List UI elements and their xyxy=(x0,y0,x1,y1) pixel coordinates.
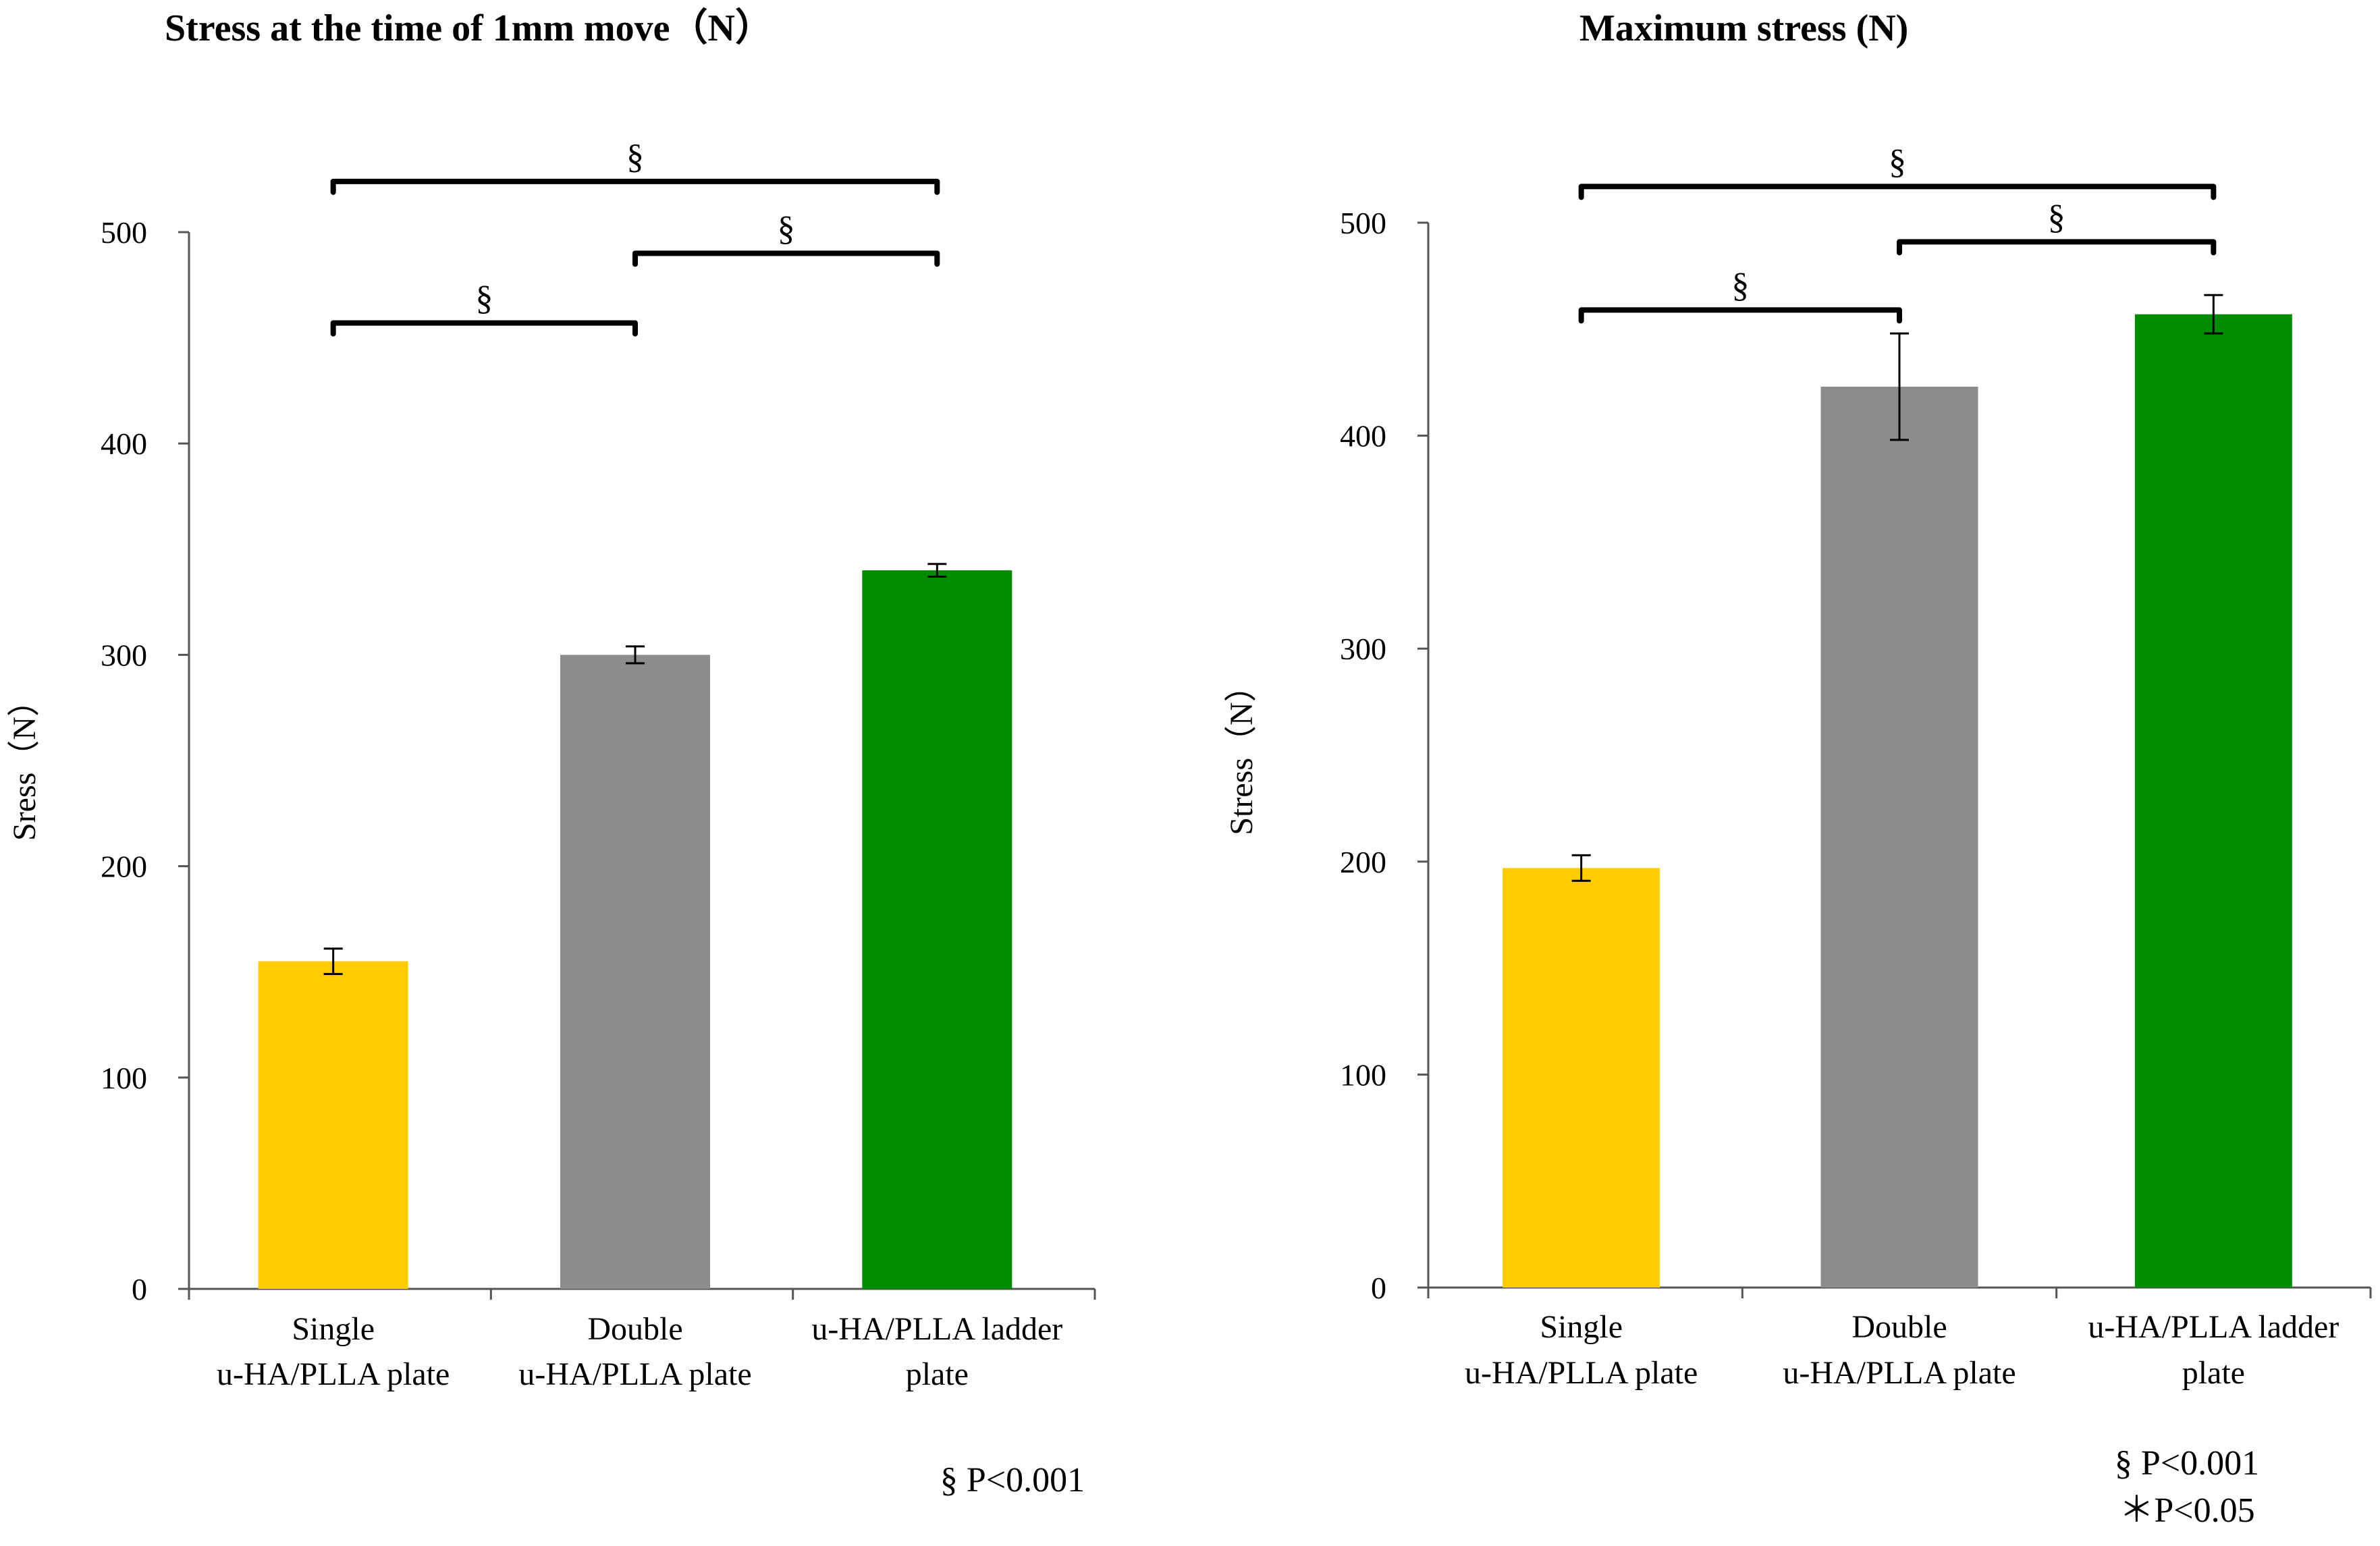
significance-bracket xyxy=(1897,239,2217,256)
chart-stress-1mm: Stress at the time of 1mm move（N） Sress（N… xyxy=(7,7,1096,1499)
x-tick-label: Double xyxy=(1851,1309,1947,1345)
significance-bracket xyxy=(330,178,940,195)
p-value-note: ＊P<0.05 xyxy=(2119,1491,2254,1530)
y-tick-label: 0 xyxy=(1371,1271,1386,1305)
x-tick-label: u-HA/PLLA plate xyxy=(217,1356,450,1392)
x-tick-label: Double xyxy=(587,1311,682,1347)
bar xyxy=(258,961,408,1289)
significance-label: § xyxy=(2048,198,2065,236)
bar xyxy=(862,570,1012,1289)
significance-label: § xyxy=(1889,142,1906,181)
y-axis-label: Sress（N） xyxy=(7,684,43,841)
chart-maximum-stress: Maximum stress (N) Stress（N） 0 100 200 300 400… xyxy=(1224,7,2372,1530)
x-tick-label: u-HA/PLLA plate xyxy=(518,1356,751,1392)
significance-bracket xyxy=(330,320,638,337)
y-tick-label: 100 xyxy=(1340,1057,1386,1092)
x-tick-label: plate xyxy=(2182,1355,2245,1391)
y-tick-label: 100 xyxy=(101,1061,147,1095)
bar xyxy=(1820,387,1978,1288)
y-tick-label: 200 xyxy=(1340,845,1386,879)
y-tick-label: 500 xyxy=(101,215,147,250)
x-tick-label: Single xyxy=(292,1311,375,1347)
p-value-note: § P<0.001 xyxy=(2115,1444,2259,1483)
significance-bracket xyxy=(632,250,940,267)
bar xyxy=(560,655,710,1289)
chart-title: Stress at the time of 1mm move（N） xyxy=(165,7,773,49)
y-tick-label: 0 xyxy=(132,1272,147,1306)
x-tick-label: u-HA/PLLA plate xyxy=(1465,1355,1698,1391)
significance-bracket xyxy=(1578,184,2217,200)
chart-title: Maximum stress (N) xyxy=(1579,7,1908,49)
x-tick-label: Single xyxy=(1540,1309,1623,1345)
y-tick-label: 300 xyxy=(1340,632,1386,666)
y-axis-label: Stress（N） xyxy=(1224,669,1260,835)
y-tick-label: 500 xyxy=(1340,206,1386,240)
y-tick-label: 400 xyxy=(101,426,147,461)
y-tick-label: 200 xyxy=(101,850,147,884)
y-tick-label: 300 xyxy=(101,638,147,672)
x-tick-label: u-HA/PLLA ladder xyxy=(2088,1309,2339,1345)
x-tick-label: u-HA/PLLA plate xyxy=(1783,1355,2016,1391)
significance-bracket xyxy=(1578,307,1902,324)
significance-label: § xyxy=(475,279,493,318)
significance-label: § xyxy=(626,138,644,176)
x-tick-label: plate xyxy=(906,1356,969,1392)
bar xyxy=(2134,314,2292,1288)
significance-label: § xyxy=(1731,266,1749,304)
significance-label: § xyxy=(778,209,795,248)
p-value-note: § P<0.001 xyxy=(940,1461,1085,1499)
x-tick-label: u-HA/PLLA ladder xyxy=(811,1311,1062,1347)
y-tick-label: 400 xyxy=(1340,419,1386,453)
bar xyxy=(1503,868,1660,1288)
